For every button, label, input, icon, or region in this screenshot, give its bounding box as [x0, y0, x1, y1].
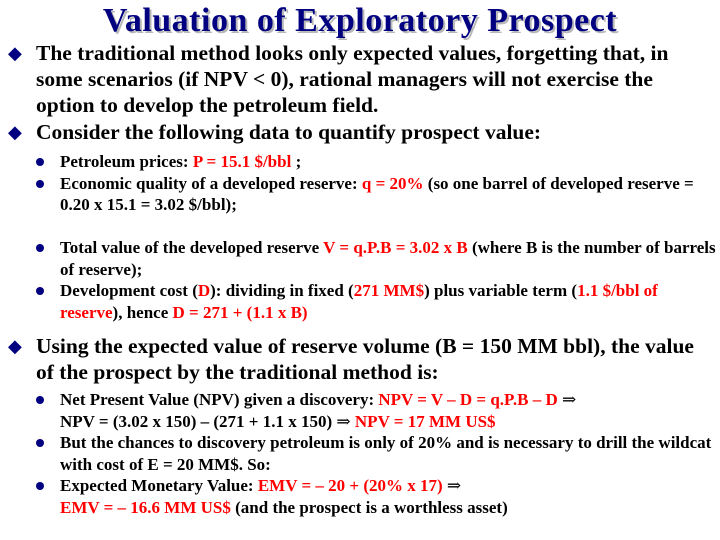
dot-bullet-icon — [36, 158, 44, 166]
emv-label: Expected Monetary Value: — [60, 476, 258, 495]
implies-arrow-icon: ⇒ — [336, 411, 351, 431]
item-emv: Expected Monetary Value: EMV = – 20 + (2… — [36, 475, 716, 518]
quality-value: q = 20% — [361, 173, 424, 193]
total-value: V = q.P.B = 3.02 x B — [323, 238, 468, 257]
dot-bullet-icon — [36, 439, 44, 447]
cost-formula: D = 271 + (1.1 x B) — [172, 302, 308, 322]
bullet-text: The traditional method looks only expect… — [36, 41, 669, 117]
item-economic-quality: Economic quality of a developed reserve:… — [36, 173, 716, 216]
npv-calculation: NPV = (3.02 x 150) – (271 + 1.1 x 150) — [60, 411, 333, 431]
bullet-traditional-method: ◆ The traditional method looks only expe… — [8, 40, 712, 118]
slide-title: Valuation of Exploratory Prospect — [102, 2, 618, 39]
item-label: Economic quality of a developed reserve: — [60, 173, 362, 193]
implies-arrow-icon: ⇒ — [446, 476, 462, 495]
item-total-value: Total value of the developed reserve V =… — [36, 237, 716, 280]
npv-label: Net Present Value (NPV) given a discover… — [60, 390, 379, 409]
emv-tail: (and the prospect is a worthless asset) — [230, 497, 508, 517]
bullet-consider-data: ◆ Consider the following data to quantif… — [8, 119, 712, 145]
cost-text: Development cost ( — [60, 281, 198, 300]
implies-arrow-icon: ⇒ — [561, 390, 577, 409]
diamond-bullet-icon: ◆ — [8, 43, 22, 63]
diamond-bullet-icon: ◆ — [8, 122, 22, 142]
chance-text: But the chances to discovery petroleum i… — [60, 433, 712, 474]
item-petroleum-price: Petroleum prices: P = 15.1 $/bbl ; — [36, 151, 716, 173]
dot-bullet-icon — [36, 482, 44, 490]
item-development-cost: Development cost (D): dividing in fixed … — [36, 280, 716, 323]
diamond-bullet-icon: ◆ — [8, 336, 22, 356]
bullet-expected-value: ◆ Using the expected value of reserve vo… — [8, 333, 712, 385]
variable-cost: 1.1 $/bbl of reserve — [60, 281, 658, 322]
cost-text: ): dividing in fixed ( — [210, 281, 354, 300]
cost-text: ) plus variable term ( — [424, 281, 578, 300]
dot-bullet-icon — [36, 179, 44, 188]
item-tail: (so one barrel of developed reserve = 0.… — [60, 173, 694, 215]
item-label: Petroleum prices: — [60, 152, 193, 171]
item-chances: But the chances to discovery petroleum i… — [36, 432, 716, 475]
dot-bullet-icon — [36, 396, 44, 404]
cost-symbol: D — [197, 281, 211, 300]
bullet-text: Consider the following data to quantify … — [36, 120, 542, 144]
item-label: Total value of the developed reserve — [60, 238, 324, 257]
npv-formula: NPV = V – D = q.P.B – D — [378, 390, 558, 409]
npv-result: NPV = 17 MM US$ — [354, 411, 496, 431]
fixed-cost: 271 MM$ — [353, 281, 425, 300]
item-tail: (where B is the number of barrels of res… — [60, 238, 716, 279]
emv-result: EMV = – 16.6 MM US$ — [60, 497, 231, 517]
item-npv: Net Present Value (NPV) given a discover… — [36, 389, 716, 432]
emv-formula: EMV = – 20 + (20% x 17) — [257, 476, 443, 495]
dot-bullet-icon — [36, 244, 44, 252]
cost-text: ), hence — [112, 302, 173, 322]
price-value: P = 15.1 $/bbl — [192, 152, 292, 171]
dot-bullet-icon — [36, 287, 44, 295]
item-tail: ; — [291, 152, 302, 171]
bullet-text: Using the expected value of reserve volu… — [36, 334, 694, 384]
